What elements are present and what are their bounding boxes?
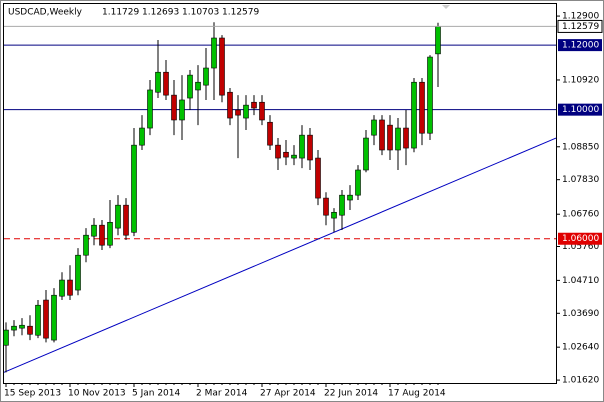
y-tick-label: 1.10920: [562, 75, 599, 85]
candle-body: [59, 279, 65, 297]
candle-body: [275, 144, 281, 159]
candle-body: [187, 74, 193, 99]
candle-body: [235, 109, 241, 116]
candle-body: [179, 99, 185, 121]
candle-body: [139, 127, 145, 146]
candle-body: [195, 81, 201, 91]
price-label: 1.12579: [562, 22, 599, 32]
candle-body: [67, 279, 73, 296]
x-tick-label: 17 Aug 2014: [388, 389, 446, 399]
candle-body: [371, 119, 377, 136]
y-tick-label: 1.05760: [562, 242, 599, 252]
header-open: 1.11729: [102, 8, 139, 18]
candle-body: [51, 294, 57, 341]
candle-body: [99, 224, 105, 246]
candle-body: [427, 56, 433, 134]
candle-body: [3, 329, 9, 346]
plot-frame: [3, 3, 557, 384]
candle-body: [267, 121, 273, 146]
candle-body: [379, 119, 385, 151]
level-label: 1.06000: [562, 234, 599, 244]
y-tick-label: 1.03690: [562, 309, 599, 319]
y-tick-label: 1.01620: [562, 376, 599, 386]
candle-body: [43, 299, 49, 339]
candle-body: [339, 194, 345, 216]
candle-body: [243, 104, 249, 119]
candle-body: [299, 134, 305, 159]
candle-body: [331, 211, 337, 219]
candle-body: [91, 224, 97, 237]
header-low: 1.10703: [182, 8, 219, 18]
x-tick-label: 22 Jun 2014: [324, 389, 378, 399]
candle-body: [291, 154, 297, 159]
candle-body: [315, 157, 321, 199]
candle-body: [83, 234, 89, 256]
candle-body: [147, 89, 153, 129]
x-tick-label: 10 Nov 2013: [68, 389, 126, 399]
candle-body: [347, 194, 353, 201]
candle-body: [227, 91, 233, 119]
y-tick-label: 1.02640: [562, 343, 599, 353]
x-tick-label: 27 Apr 2014: [260, 389, 316, 399]
candle-body: [251, 101, 257, 109]
candle-body: [363, 137, 369, 171]
candle-body: [323, 197, 329, 216]
candle-body: [395, 127, 401, 151]
chart-title: USDCAD,Weekly: [8, 8, 83, 18]
y-tick-label: 1.12900: [562, 12, 599, 22]
candle-body: [123, 204, 129, 236]
candle-body: [419, 81, 425, 134]
candle-body: [155, 71, 161, 93]
candle-body: [355, 169, 361, 196]
candle-body: [203, 67, 209, 86]
y-tick-label: 1.07830: [562, 175, 599, 185]
y-tick-label: 1.06760: [562, 210, 599, 220]
candle-body: [411, 81, 417, 149]
header-high: 1.12693: [142, 8, 179, 18]
level-label-bg: [558, 232, 602, 245]
candle-body: [435, 26, 441, 55]
candle-body: [35, 304, 41, 336]
price-label-bg: [557, 19, 603, 33]
level-label-bg: [558, 103, 602, 116]
x-tick-label: 15 Sep 2013: [4, 389, 61, 399]
candle-body: [403, 127, 409, 149]
candle-body: [19, 324, 25, 329]
candle-body: [75, 254, 81, 291]
candle-body: [171, 94, 177, 121]
x-tick-label: 5 Jan 2014: [132, 389, 180, 399]
shift-marker: [442, 5, 450, 9]
candle-body: [27, 325, 33, 335]
candle-body: [307, 134, 313, 161]
candle-body: [283, 151, 289, 158]
candle-body: [115, 204, 121, 229]
x-tick-label: 2 Mar 2014: [196, 389, 248, 399]
candle-body: [211, 37, 217, 69]
candle-body: [163, 71, 169, 96]
level-label: 1.12000: [562, 41, 599, 51]
level-label-bg: [558, 39, 602, 52]
y-tick-label: 1.04710: [562, 276, 599, 286]
trend-line: [3, 137, 557, 373]
candle-body: [387, 124, 393, 151]
candle-body: [219, 37, 225, 96]
candle-body: [131, 144, 137, 233]
candle-body: [107, 221, 113, 246]
header-close: 1.12579: [222, 8, 259, 18]
level-label: 1.10000: [562, 105, 599, 115]
candle-body: [11, 325, 17, 331]
candle-body: [259, 101, 265, 121]
y-tick-label: 1.08850: [562, 142, 599, 152]
